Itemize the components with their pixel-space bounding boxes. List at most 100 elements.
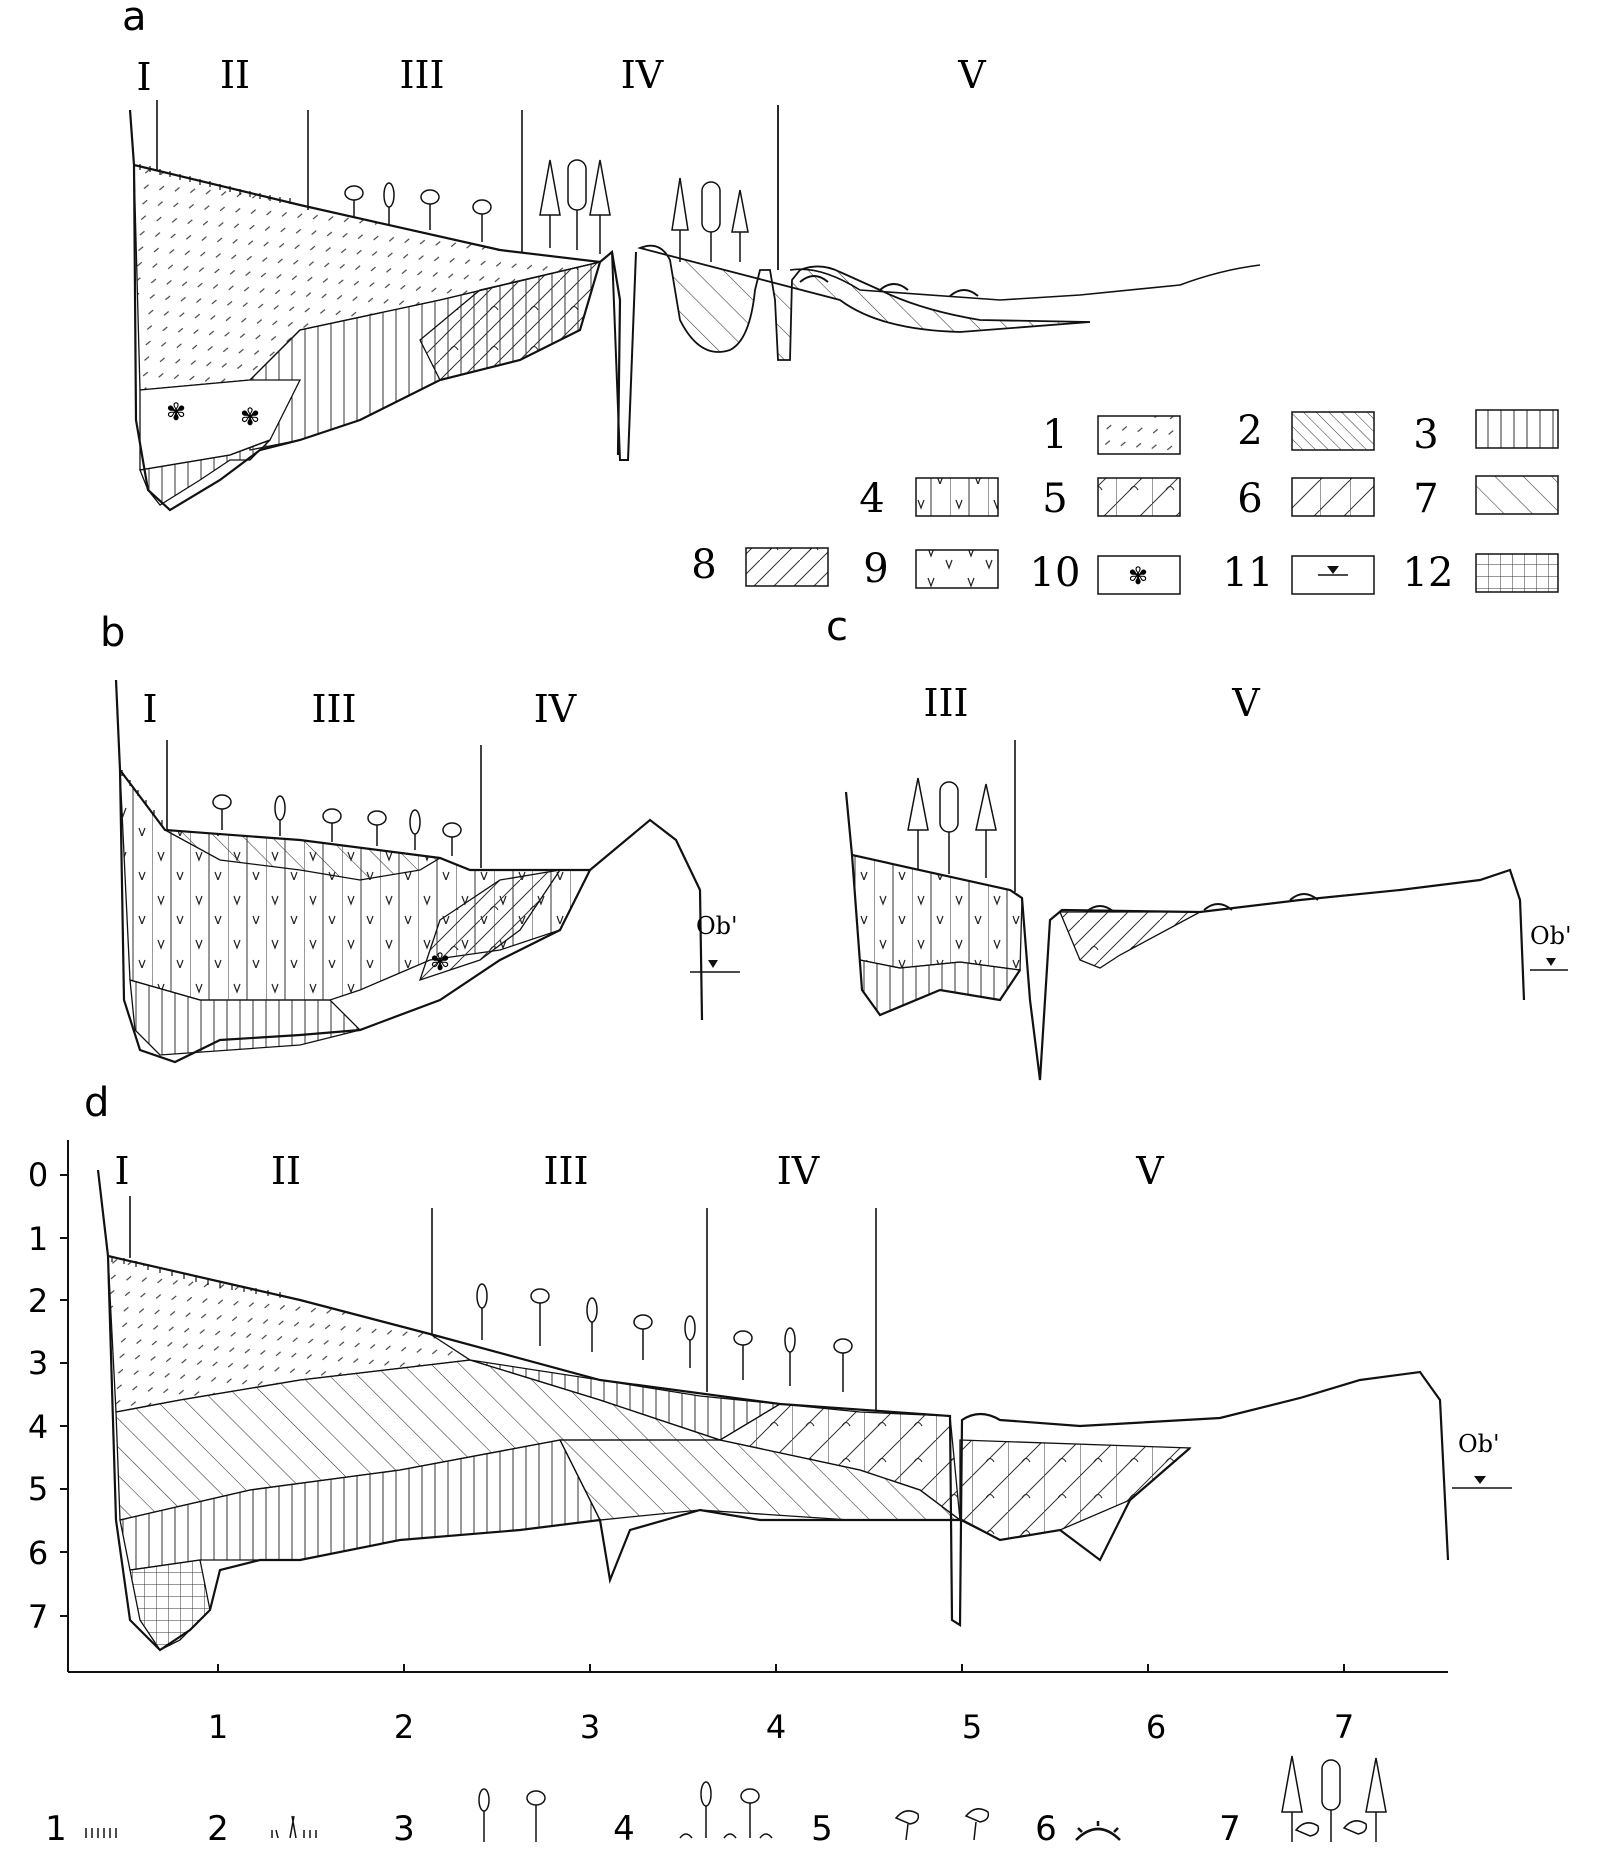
- panel-c-water-level-icon: [1546, 958, 1556, 966]
- panel-b-zone-1: I: [142, 687, 157, 731]
- panel-a-zone-1: I: [136, 55, 151, 99]
- legend-num-10: 10: [1030, 550, 1081, 596]
- legend-swatch-7: [1475, 475, 1559, 515]
- panel-a-channel: [611, 251, 637, 461]
- panel-c: c III V Ob': [826, 604, 1572, 1081]
- veg-legend-num-7: 7: [1219, 1809, 1241, 1849]
- panel-d-y-tick-labels: 0 1 2 3 4 5 6 7: [28, 1156, 48, 1636]
- panel-c-zone-1: III: [923, 681, 968, 725]
- legend-num-3: 3: [1413, 412, 1438, 458]
- panel-a-profile-outline: [128, 109, 622, 512]
- panel-a-hummocks: [799, 275, 979, 297]
- panel-a-zone-4: IV: [621, 53, 664, 97]
- veg-legend-num-4: 4: [613, 1809, 635, 1849]
- short-grass-icon: [85, 1828, 117, 1838]
- veg-legend-num-1: 1: [45, 1809, 67, 1849]
- panel-d-y-tick-4: 4: [28, 1408, 48, 1446]
- panel-d-x-tick-2: 2: [394, 1708, 414, 1746]
- veg-legend-num-6: 6: [1035, 1809, 1057, 1849]
- panel-a-zone-3: III: [399, 53, 444, 97]
- panel-b-sediment-bottom: [129, 979, 362, 1056]
- panel-d-x-tick-3: 3: [580, 1708, 600, 1746]
- panel-d-profile-outline: [96, 1169, 1450, 1652]
- panel-b-clover: ✾: [430, 948, 450, 976]
- panel-b-grass-marks: [121, 770, 163, 826]
- panel-d-y-tick-6: 6: [28, 1534, 48, 1572]
- panel-d-y-ticks: [60, 1174, 68, 1617]
- veg-legend-num-2: 2: [207, 1809, 229, 1849]
- panel-c-sediment-bottom: [859, 959, 1022, 1016]
- legend-num-1: 1: [1042, 412, 1067, 458]
- sediment-legend: 1 2 3 4 5 6 7 8 9 10 ✾ 11 12: [691, 408, 1559, 596]
- panel-d-sediment-right-block: [959, 1439, 1192, 1541]
- panel-b-river-label: Ob': [696, 912, 738, 940]
- legend-swatch-12: [1475, 553, 1559, 593]
- panel-a-zone-5: V: [957, 53, 986, 97]
- panel-d-x-ticks: [217, 1664, 1345, 1672]
- legend-num-2: 2: [1237, 408, 1262, 454]
- panel-d-label: d: [84, 1080, 109, 1126]
- panel-d-water-level-icon: [1474, 1476, 1486, 1484]
- vegetation-legend: 1 2 3 4 5 6 7: [45, 1755, 1387, 1849]
- panel-d-trees: [476, 1283, 853, 1392]
- panel-c-hummocks: [1085, 893, 1319, 913]
- panel-a-clover-1: ✾: [166, 398, 186, 426]
- panel-d-river-label: Ob': [1458, 1430, 1500, 1458]
- legend-num-9: 9: [863, 546, 888, 592]
- panel-d-x-tick-5: 5: [962, 1708, 982, 1746]
- legend-swatch-5: [1097, 477, 1181, 517]
- panel-d-zone-3: III: [543, 1149, 588, 1193]
- panel-d-zone-4: IV: [777, 1149, 820, 1193]
- panel-b-trees: [212, 794, 462, 856]
- panel-d-y-tick-2: 2: [28, 1282, 48, 1320]
- legend-water-level-icon: [1327, 566, 1339, 574]
- panel-c-trees: [907, 777, 997, 878]
- legend-num-8: 8: [691, 542, 716, 588]
- panel-d-x-tick-labels: 1 2 3 4 5 6 7: [208, 1708, 1354, 1746]
- panel-a-surface-right: [789, 264, 1261, 301]
- panel-b-water-level-icon: [708, 960, 718, 968]
- panel-d: d I II III IV V 0 1 2 3 4 5 6 7: [28, 1080, 1512, 1746]
- legend-num-6: 6: [1237, 476, 1262, 522]
- young-trees-icon: [478, 1788, 546, 1842]
- hummock-icon: [1075, 1821, 1121, 1841]
- legend-num-12: 12: [1403, 550, 1454, 596]
- panel-d-y-tick-0: 0: [28, 1156, 48, 1194]
- panel-d-sediment-grid: [129, 1559, 211, 1651]
- mature-forest-icon: [1281, 1755, 1387, 1842]
- legend-swatch-6: [1291, 477, 1375, 517]
- panel-d-x-tick-4: 4: [766, 1708, 786, 1746]
- panel-c-profile-outline: [844, 791, 1526, 1081]
- panel-d-zone-2: II: [271, 1149, 301, 1193]
- panel-b-zone-3: IV: [534, 687, 577, 731]
- legend-num-5: 5: [1042, 476, 1067, 522]
- panel-c-sediment-v: [851, 854, 1023, 971]
- panel-c-sediment-hatch-arc: [1059, 911, 1201, 969]
- panel-c-zone-2: V: [1231, 681, 1260, 725]
- legend-clover-icon: ✾: [1128, 562, 1148, 590]
- panel-a-clover-2: ✾: [240, 403, 260, 431]
- panel-d-y-tick-7: 7: [28, 1598, 48, 1636]
- panel-a: a I II III IV V ✾ ✾: [122, 0, 1261, 512]
- legend-swatch-1: [1097, 415, 1181, 455]
- panel-b-sediment-hatch-arc: [418, 869, 562, 982]
- panel-a-trees: [344, 159, 749, 262]
- panel-b-zone-2: III: [311, 687, 356, 731]
- panel-d-y-tick-1: 1: [28, 1220, 48, 1258]
- panel-d-x-tick-1: 1: [208, 1708, 228, 1746]
- legend-swatch-4: [915, 477, 999, 517]
- panel-d-x-tick-6: 6: [1146, 1708, 1166, 1746]
- legend-num-11: 11: [1223, 550, 1274, 596]
- panel-b-profile-outline: [114, 679, 704, 1064]
- legend-swatch-3: [1475, 409, 1559, 449]
- panel-d-zone-5: V: [1135, 1149, 1164, 1193]
- panel-d-zone-1: I: [114, 1149, 129, 1193]
- shrubs-icon: [894, 1808, 990, 1841]
- panel-b: b I III IV ✾ Ob': [100, 610, 740, 1064]
- panel-d-y-tick-5: 5: [28, 1470, 48, 1508]
- veg-legend-num-5: 5: [811, 1809, 833, 1849]
- legend-num-4: 4: [859, 476, 884, 522]
- legend-swatch-9: [915, 549, 999, 589]
- panel-d-x-tick-7: 7: [1334, 1708, 1354, 1746]
